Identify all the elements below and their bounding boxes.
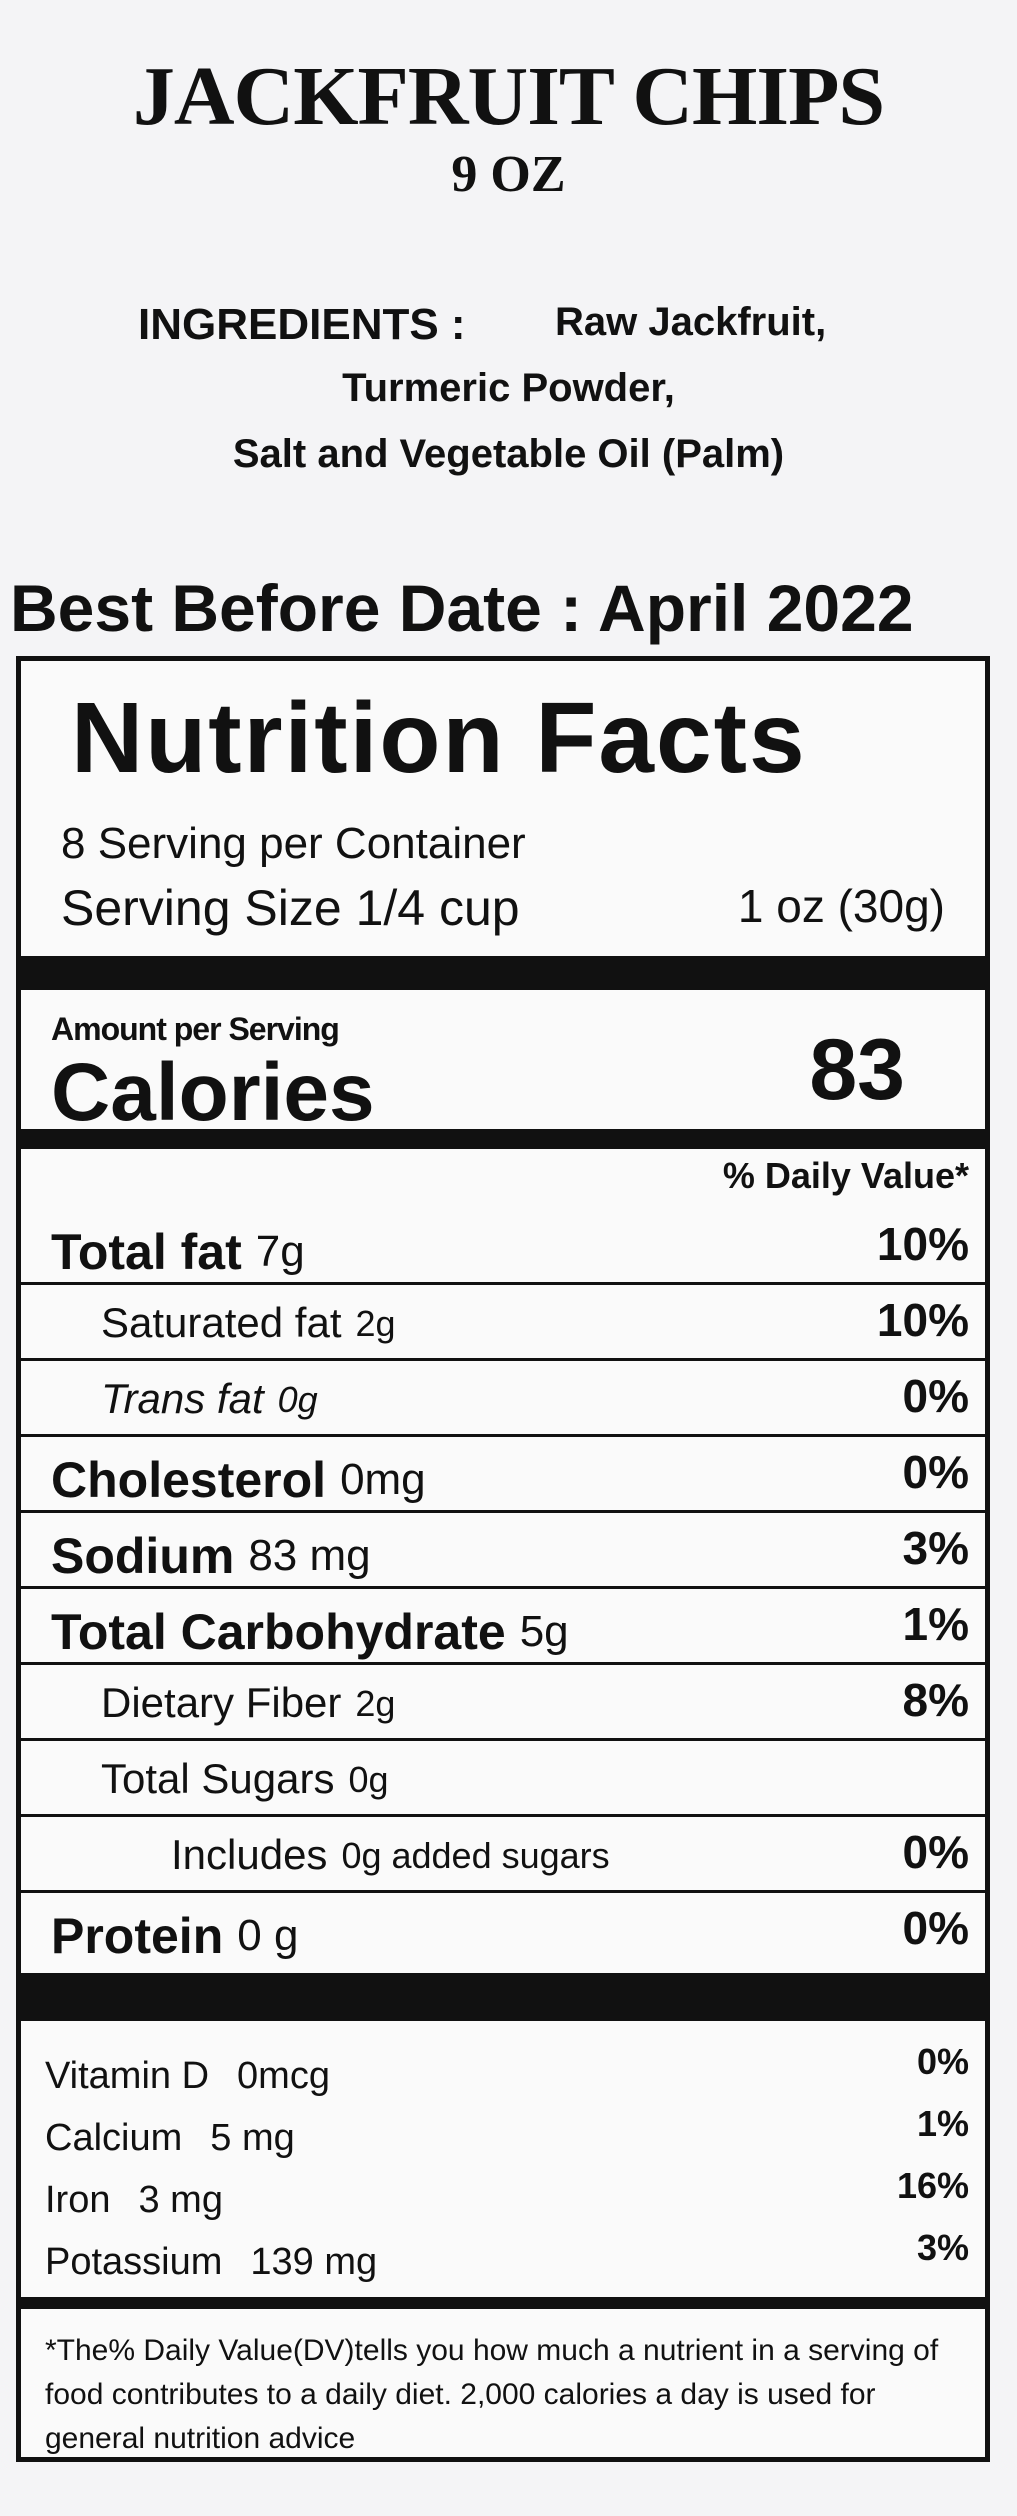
vitamin-amount: 5 mg bbox=[210, 2117, 295, 2159]
ingredients-line: Raw Jackfruit, bbox=[555, 300, 827, 344]
daily-value: 8% bbox=[902, 1674, 969, 1726]
vitamin-daily-value: 0% bbox=[916, 2041, 969, 2082]
row-rule bbox=[21, 1586, 985, 1589]
vitamin-label: Iron bbox=[45, 2179, 111, 2221]
nutrient-amount: 2g bbox=[355, 1683, 396, 1724]
nutrient-row: Sodium 83 mg 3% bbox=[21, 1513, 985, 1589]
nutrient-label: Total fat bbox=[51, 1224, 242, 1280]
nutrient-row: Dietary Fiber 2g 8% bbox=[21, 1665, 985, 1741]
vitamin-amount: 139 mg bbox=[250, 2241, 378, 2283]
daily-value: 0% bbox=[902, 1902, 969, 1954]
serving-size-value: 1 oz (30g) bbox=[737, 880, 945, 932]
vitamin-label: Potassium bbox=[45, 2241, 223, 2283]
nutrient-amount: 0g bbox=[277, 1379, 318, 1420]
nutrient-label: Saturated fat bbox=[101, 1299, 342, 1346]
vitamin-row: Calcium 5 mg 1% bbox=[21, 2103, 985, 2165]
daily-value: 10% bbox=[876, 1294, 969, 1346]
daily-value: 0% bbox=[902, 1370, 969, 1422]
nutrient-amount: 0mg bbox=[340, 1455, 426, 1504]
daily-value: 10% bbox=[876, 1218, 969, 1270]
nutrient-amount: 7g bbox=[255, 1227, 305, 1276]
daily-value: 0% bbox=[902, 1446, 969, 1498]
nutrient-row: Protein 0 g 0% bbox=[21, 1893, 985, 1969]
servings: 8 Serving per Container bbox=[61, 819, 526, 868]
vitamin-row: Iron 3 mg 16% bbox=[21, 2165, 985, 2227]
nutrient-row: Saturated fat 2g 10% bbox=[21, 1285, 985, 1361]
calories-label: Calories bbox=[51, 1047, 375, 1138]
thick-rule bbox=[21, 1973, 985, 2021]
thick-rule bbox=[21, 1129, 985, 1149]
daily-value: 1% bbox=[902, 1598, 969, 1650]
nutrient-row: Total Sugars 0g bbox=[21, 1741, 985, 1817]
thick-rule bbox=[21, 2297, 985, 2309]
footnote: *The% Daily Value(DV)tells you how much … bbox=[45, 2334, 939, 2455]
nutrition-title: Nutrition Facts bbox=[71, 682, 807, 794]
daily-value-header: % Daily Value* bbox=[722, 1155, 969, 1196]
calories-value: 83 bbox=[809, 1022, 905, 1118]
nutrient-amount: 2g bbox=[355, 1303, 396, 1344]
nutrient-row: Total Carbohydrate 5g 1% bbox=[21, 1589, 985, 1665]
product-weight: 9 OZ bbox=[451, 146, 566, 203]
vitamin-amount: 0mcg bbox=[237, 2055, 330, 2097]
row-rule bbox=[21, 1434, 985, 1437]
serving-size-label: Serving Size 1/4 cup bbox=[61, 880, 520, 936]
vitamin-daily-value: 3% bbox=[916, 2227, 969, 2268]
nutrient-label: Trans fat bbox=[101, 1375, 264, 1422]
ingredients-line: Turmeric Powder, bbox=[342, 366, 675, 410]
vitamin-label: Calcium bbox=[45, 2117, 183, 2159]
thick-rule bbox=[21, 956, 985, 990]
ingredients-label: INGREDIENTS : bbox=[138, 300, 466, 349]
vitamin-daily-value: 16% bbox=[896, 2165, 969, 2206]
row-rule bbox=[21, 1510, 985, 1513]
nutrient-amount: 0g added sugars bbox=[341, 1835, 610, 1876]
vitamin-row: Vitamin D 0mcg 0% bbox=[21, 2041, 985, 2103]
vitamin-row: Potassium 139 mg 3% bbox=[21, 2227, 985, 2289]
vitamin-amount: 3 mg bbox=[138, 2179, 223, 2221]
nutrient-amount: 5g bbox=[519, 1607, 569, 1656]
nutrient-amount: 0g bbox=[348, 1759, 389, 1800]
best-before: Best Before Date : April 2022 bbox=[10, 571, 914, 645]
nutrient-label: Total Carbohydrate bbox=[51, 1604, 506, 1660]
row-rule bbox=[21, 1814, 985, 1817]
row-rule bbox=[21, 1890, 985, 1893]
nutrient-row: Trans fat 0g 0% bbox=[21, 1361, 985, 1437]
row-rule bbox=[21, 1358, 985, 1361]
nutrient-row: Cholesterol 0mg 0% bbox=[21, 1437, 985, 1513]
ingredients-line: Salt and Vegetable Oil (Palm) bbox=[232, 432, 785, 476]
row-rule bbox=[21, 1738, 985, 1741]
product-title: JACKFRUIT CHIPS bbox=[132, 50, 885, 143]
vitamin-label: Vitamin D bbox=[45, 2055, 210, 2097]
vitamin-daily-value: 1% bbox=[916, 2103, 969, 2144]
nutrient-row: Total fat 7g 10% bbox=[21, 1209, 985, 1285]
nutrient-amount: 0 g bbox=[237, 1911, 299, 1960]
row-rule bbox=[21, 1282, 985, 1285]
daily-value: 0% bbox=[902, 1826, 969, 1878]
nutrient-label: Dietary Fiber bbox=[101, 1679, 342, 1726]
nutrient-label: Total Sugars bbox=[101, 1755, 335, 1802]
nutrient-label: Includes bbox=[171, 1831, 328, 1878]
nutrient-amount: 83 mg bbox=[248, 1531, 371, 1580]
row-rule bbox=[21, 1662, 985, 1665]
amount-per-serving: Amount per Serving bbox=[51, 1011, 340, 1047]
nutrient-label: Sodium bbox=[51, 1528, 235, 1584]
daily-value: 3% bbox=[902, 1522, 969, 1574]
nutrient-row: Includes 0g added sugars 0% bbox=[21, 1817, 985, 1893]
nutrition-panel: Nutrition Facts 8 Serving per Container … bbox=[16, 656, 990, 2462]
nutrient-label: Cholesterol bbox=[51, 1452, 327, 1508]
nutrient-label: Protein bbox=[51, 1908, 224, 1964]
